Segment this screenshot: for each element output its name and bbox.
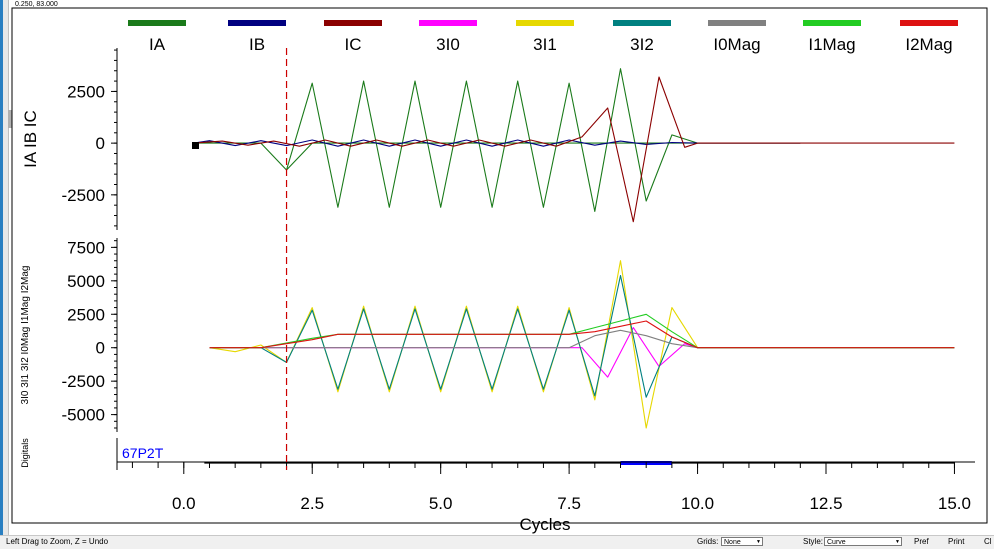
legend-label-3I2: 3I2 — [630, 35, 654, 54]
x-tick-label: 15.0 — [938, 494, 971, 513]
legend-swatch-I0Mag — [708, 20, 766, 26]
legend-swatch-3I2 — [613, 20, 671, 26]
style-value: Curve — [827, 539, 846, 546]
digital-channel-label: 67P2T — [122, 445, 164, 461]
series-line-IA — [194, 142, 801, 171]
window-accent — [0, 0, 3, 535]
style-select[interactable]: Curve — [824, 537, 902, 547]
series-line-I0Mag — [209, 329, 955, 349]
chart-frame — [11, 7, 988, 524]
y-tick-label: 7500 — [67, 238, 105, 257]
legend-swatch-IA — [128, 20, 186, 26]
y-tick-label: -2500 — [62, 186, 105, 205]
legend-label-IA: IA — [149, 35, 166, 54]
y-tick-label: -2500 — [62, 372, 105, 391]
y-tick-label: 0 — [96, 134, 105, 153]
legend-label-3I0: 3I0 — [436, 35, 460, 54]
legend-swatch-IB — [228, 20, 286, 26]
x-tick-label: 2.5 — [300, 494, 324, 513]
status-bar: Left Drag to Zoom, Z = Undo Grids: None … — [0, 535, 994, 549]
print-button[interactable]: Print — [948, 537, 965, 546]
ch-button[interactable]: Cl — [984, 537, 992, 546]
status-hint: Left Drag to Zoom, Z = Undo — [6, 537, 109, 546]
legend-label-I0Mag: I0Mag — [713, 35, 760, 54]
cursor-readout: 0.250, 83.000 — [15, 1, 58, 8]
left-gutter — [0, 0, 9, 535]
legend-swatch-I2Mag — [900, 20, 958, 26]
legend-label-3I1: 3I1 — [533, 35, 557, 54]
series-line-IB — [194, 139, 801, 147]
series-line-3I2 — [209, 274, 955, 398]
series-line-I1Mag — [209, 313, 955, 349]
legend-label-I1Mag: I1Mag — [808, 35, 855, 54]
y-tick-label: 5000 — [67, 272, 105, 291]
splitter-handle[interactable] — [8, 110, 12, 128]
x-tick-label: 12.5 — [809, 494, 842, 513]
legend-swatch-3I0 — [419, 20, 477, 26]
y-axis-label-1: 3I0 3I1 3I2 I0Mag I1Mag I2Mag — [20, 266, 31, 405]
legend-label-I2Mag: I2Mag — [905, 35, 952, 54]
digitals-label: Digitals — [20, 438, 30, 468]
y-tick-label: 0 — [96, 339, 105, 358]
series-line-IC — [194, 76, 955, 223]
legend-swatch-IC — [324, 20, 382, 26]
x-tick-label: 5.0 — [429, 494, 453, 513]
x-tick-label: 7.5 — [557, 494, 581, 513]
style-label: Style: — [803, 537, 824, 546]
grids-value: None — [724, 539, 741, 546]
legend-label-IC: IC — [345, 35, 362, 54]
x-tick-label: 10.0 — [681, 494, 714, 513]
x-axis-label: Cycles — [519, 515, 570, 534]
legend-swatch-3I1 — [516, 20, 574, 26]
y-tick-label: 2500 — [67, 82, 105, 101]
series-line-I2Mag — [209, 320, 955, 349]
x-tick-label: 0.0 — [172, 494, 196, 513]
legend-label-IB: IB — [249, 35, 265, 54]
grids-select[interactable]: None — [721, 537, 763, 547]
y-axis-label-0: IA IB IC — [21, 110, 40, 168]
grids-label: Grids: — [697, 537, 719, 546]
y-tick-label: 2500 — [67, 305, 105, 324]
series-line-3I1 — [209, 260, 955, 429]
series-line-IA — [285, 68, 698, 212]
legend-swatch-I1Mag — [803, 20, 861, 26]
start-marker — [192, 142, 199, 149]
y-tick-label: -5000 — [62, 406, 105, 425]
pref-button[interactable]: Pref — [914, 537, 929, 546]
